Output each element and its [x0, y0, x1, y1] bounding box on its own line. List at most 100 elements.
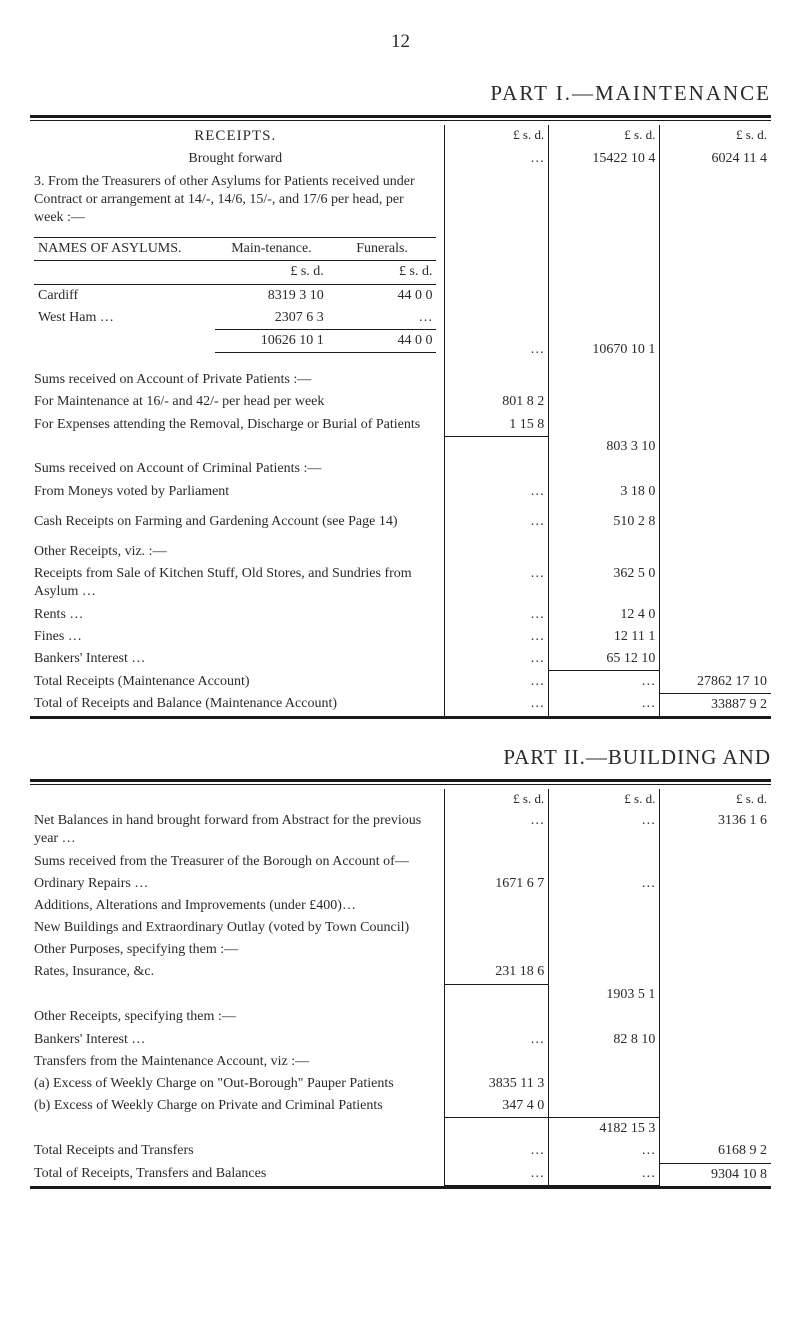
westham-maint: 2307 6 3 [215, 307, 328, 330]
kitchen-amt2: 362 5 0 [549, 563, 660, 603]
cell: … [445, 511, 549, 533]
bankers-interest2: Bankers' Interest … [30, 1029, 445, 1051]
rates-insurance-amt1: 231 18 6 [445, 961, 549, 984]
col-header-1: £ s. d. [445, 789, 549, 810]
item-a: (a) Excess of Weekly Charge on "Out-Boro… [30, 1073, 445, 1095]
net-balances: Net Balances in hand brought forward fro… [30, 810, 445, 850]
for-exp-amt: 1 15 8 [445, 414, 549, 437]
asylums-col3: Funerals. [328, 238, 437, 261]
part1-table: RECEIPTS. £ s. d. £ s. d. £ s. d. Brough… [30, 125, 771, 716]
sums-criminal: Sums received on Account of Criminal Pat… [30, 458, 445, 480]
cell: … [549, 873, 660, 895]
lsd-header: £ s. d. [328, 261, 437, 284]
brought-forward: Brought forward [30, 148, 445, 170]
transfers-maint: Transfers from the Maintenance Account, … [30, 1051, 445, 1073]
additions: Additions, Alterations and Improvements … [30, 895, 445, 917]
col-header-1: £ s. d. [445, 125, 549, 149]
col-header-2: £ s. d. [549, 125, 660, 149]
cell: … [445, 693, 549, 716]
other-receipts-spec: Other Receipts, specifying them :— [30, 1006, 445, 1028]
cell: … [549, 810, 660, 850]
rates-insurance: Rates, Insurance, &c. [30, 961, 445, 984]
from-moneys: From Moneys voted by Parliament [30, 481, 445, 503]
cell: … [445, 810, 549, 850]
page-number: 12 [30, 30, 771, 55]
cell: … [445, 563, 549, 603]
total-maint: 10626 10 1 [215, 329, 328, 352]
total-receipts-balances: Total of Receipts, Transfers and Balance… [30, 1163, 445, 1186]
total-maint-receipts: Total Receipts (Maintenance Account) [30, 671, 445, 694]
fines-amt2: 12 11 1 [549, 626, 660, 648]
asylums-col2: Main-tenance. [215, 238, 328, 261]
total-rt-amt3: 6168 9 2 [660, 1140, 771, 1163]
item-3: 3. From the Treasurers of other Asylums … [30, 171, 445, 230]
cell: … [549, 671, 660, 694]
receipts-label: RECEIPTS. [30, 125, 445, 149]
part2-header: PART II.—BUILDING AND [30, 744, 771, 771]
rule-divider [30, 1186, 771, 1189]
subtotal2-amt2: 4182 15 3 [549, 1118, 660, 1141]
cardiff-label: Cardiff [34, 284, 215, 307]
asylums-col1: NAMES OF ASYLUMS. [34, 238, 215, 261]
col-header-2: £ s. d. [549, 789, 660, 810]
bankers-interest: Bankers' Interest … [30, 648, 445, 671]
rents: Rents … [30, 604, 445, 626]
new-buildings: New Buildings and Extraordinary Outlay (… [30, 917, 445, 939]
asylums-subtable: NAMES OF ASYLUMS. Main-tenance. Funerals… [30, 229, 445, 361]
cell: … [445, 604, 549, 626]
cell: … [445, 229, 549, 361]
cell: … [445, 148, 549, 170]
cell: … [549, 1163, 660, 1186]
lsd-header: £ s. d. [215, 261, 328, 284]
private-amt2: 803 3 10 [549, 436, 660, 458]
rule-divider [30, 115, 771, 121]
cell: … [445, 626, 549, 648]
westham-label: West Ham … [34, 307, 215, 330]
rents-amt2: 12 4 0 [549, 604, 660, 626]
col-header-3: £ s. d. [660, 789, 771, 810]
cell: … [445, 1163, 549, 1186]
from-moneys-amt2: 3 18 0 [549, 481, 660, 503]
item-a-amt1: 3835 11 3 [445, 1073, 549, 1095]
total-receipts-transfers: Total Receipts and Transfers [30, 1140, 445, 1163]
receipts-kitchen: Receipts from Sale of Kitchen Stuff, Old… [30, 563, 445, 603]
cell: … [549, 693, 660, 716]
total-rb-amt3: 9304 10 8 [660, 1163, 771, 1186]
cell: … [445, 481, 549, 503]
cell: … [445, 1140, 549, 1163]
bf-amt2: 15422 10 4 [549, 148, 660, 170]
total-balance: Total of Receipts and Balance (Maintenan… [30, 693, 445, 716]
ordinary-repairs-amt1: 1671 6 7 [445, 873, 549, 895]
other-receipts-label: Other Receipts, viz. :— [30, 541, 445, 563]
sums-private: Sums received on Account of Private Pati… [30, 369, 445, 391]
cash-farming: Cash Receipts on Farming and Gardening A… [30, 511, 445, 533]
cell: … [445, 1029, 549, 1051]
item-b-amt1: 347 4 0 [445, 1095, 549, 1118]
cell: … [445, 671, 549, 694]
sums-treasurer: Sums received from the Treasurer of the … [30, 851, 445, 873]
part1-header: PART I.—MAINTENANCE [30, 80, 771, 107]
bf-amt3: 6024 11 4 [660, 148, 771, 170]
subtotal-amt2: 1903 5 1 [549, 984, 660, 1006]
cardiff-fun: 44 0 0 [328, 284, 437, 307]
total-balance-amt3: 33887 9 2 [660, 693, 771, 716]
cell: … [549, 1140, 660, 1163]
bankers-interest-amt2: 82 8 10 [549, 1029, 660, 1051]
westham-fun: … [328, 307, 437, 330]
cash-farming-amt2: 510 2 8 [549, 511, 660, 533]
item-b: (b) Excess of Weekly Charge on Private a… [30, 1095, 445, 1118]
other-purposes: Other Purposes, specifying them :— [30, 939, 445, 961]
rule-divider [30, 779, 771, 785]
rule-divider [30, 716, 771, 719]
for-expenses: For Expenses attending the Removal, Disc… [30, 414, 445, 437]
fines: Fines … [30, 626, 445, 648]
total-fun: 44 0 0 [328, 329, 437, 352]
for-maint-amt: 801 8 2 [445, 391, 549, 413]
ordinary-repairs: Ordinary Repairs … [30, 873, 445, 895]
cardiff-maint: 8319 3 10 [215, 284, 328, 307]
col-header-3: £ s. d. [660, 125, 771, 149]
part2-table: £ s. d. £ s. d. £ s. d. Net Balances in … [30, 789, 771, 1186]
asylums-amt2: 10670 10 1 [549, 229, 660, 361]
total-maint-amt3: 27862 17 10 [660, 671, 771, 694]
bankers-amt2: 65 12 10 [549, 648, 660, 671]
